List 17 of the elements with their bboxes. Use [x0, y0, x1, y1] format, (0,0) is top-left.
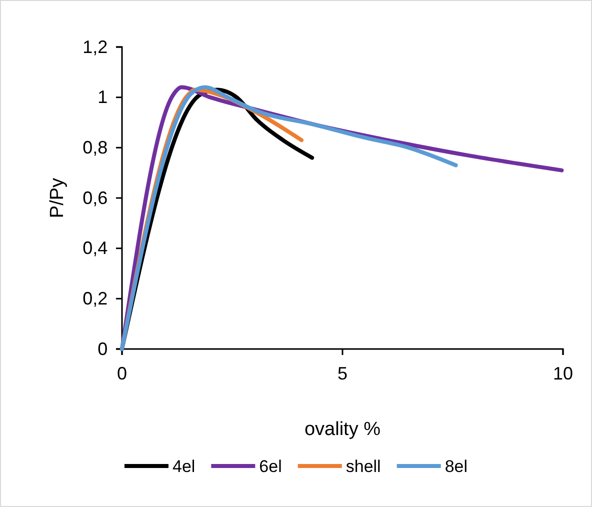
y-axis-title: P/Py [47, 177, 68, 218]
x-tick-label: 0 [116, 364, 128, 384]
x-axis-title: ovality % [304, 419, 381, 440]
legend-label: shell [346, 457, 381, 476]
legend-label: 4el [172, 457, 196, 476]
x-tick-label: 10 [552, 364, 574, 384]
y-tick-label: 0,2 [82, 288, 108, 308]
legend-label: 6el [259, 457, 282, 476]
y-tick-label: 0 [98, 338, 108, 359]
y-tick-label: 0,6 [82, 188, 108, 208]
x-tick-label: 5 [337, 364, 348, 384]
y-tick-label: 0,8 [82, 137, 108, 158]
line-series [120, 85, 458, 351]
y-tick-label: 1 [98, 87, 108, 108]
legend-label: 8el [444, 457, 468, 476]
y-tick-label: 0,4 [82, 238, 108, 258]
y-tick-label: 1,2 [82, 36, 108, 57]
